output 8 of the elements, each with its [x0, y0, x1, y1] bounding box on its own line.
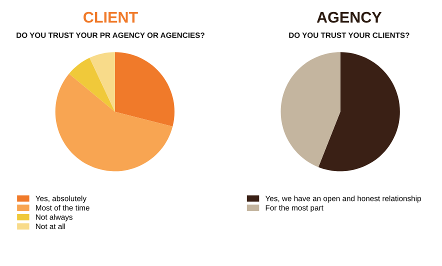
pie-slice — [90, 52, 115, 112]
pie-slice — [114, 52, 174, 127]
pie-slice — [280, 52, 340, 168]
chart-title: CLIENT — [84, 12, 138, 23]
pie-slice — [55, 74, 173, 172]
pie-slice — [318, 52, 400, 172]
chart-title: AGENCY — [316, 12, 382, 23]
pie-slice — [69, 58, 115, 112]
